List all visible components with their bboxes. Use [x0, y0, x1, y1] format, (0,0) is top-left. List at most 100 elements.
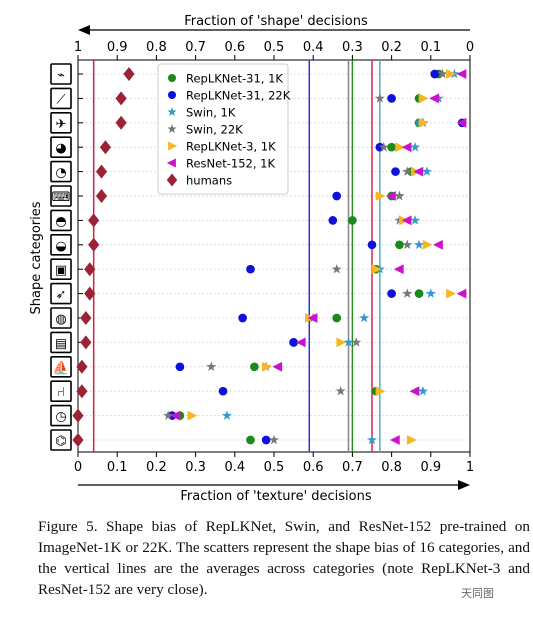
replknet-31-1k-point — [387, 142, 396, 152]
cat-icon-glyph: ◓ — [55, 214, 66, 229]
humans-point — [80, 311, 92, 325]
swin-22k-point — [378, 141, 389, 152]
replknet-31-22k-point — [218, 386, 228, 396]
swin-1k-point — [417, 385, 428, 396]
elephant-icon-glyph: ◒ — [55, 239, 66, 254]
oven-icon-glyph: ▣ — [55, 263, 67, 278]
chair-icon-glyph: ⑁ — [57, 385, 65, 400]
humans-point — [88, 213, 100, 228]
humans-point — [123, 67, 135, 81]
truck-icon: ▤ — [50, 331, 72, 354]
keyboard-icon: ⌨ — [50, 185, 72, 207]
humans-point — [115, 91, 127, 106]
resnet-152-1k-point — [413, 166, 424, 177]
top-axis-arrow-head — [78, 25, 90, 35]
replknet-3-1k-point — [418, 93, 429, 104]
replknet-31-22k-point — [246, 264, 255, 274]
bear-icon-frame — [50, 136, 72, 158]
bottom-tick-label: 1 — [466, 460, 474, 475]
resnet-152-1k-point — [401, 142, 412, 153]
keyboard-icon-frame — [50, 185, 72, 207]
replknet-3-1k-point — [187, 410, 198, 421]
top-tick-label: 0.2 — [381, 40, 402, 55]
replknet-3-1k-point — [446, 69, 456, 79]
humans-point — [76, 359, 88, 374]
airplane-icon-glyph: ✈ — [56, 117, 67, 132]
swin-1k-point — [221, 410, 232, 420]
resnet-152-1k-point — [389, 435, 400, 445]
replknet-31-1k-point — [250, 362, 259, 372]
swin-22k-point — [269, 434, 279, 445]
y-axis-title: Shape categories — [29, 201, 44, 314]
bicycle-icon-glyph: ⌬ — [55, 434, 66, 449]
replknet-31-22k-point — [261, 435, 271, 445]
bicycle-icon-frame — [50, 429, 72, 451]
resnet-152-1k-point — [272, 361, 283, 372]
top-tick-label: 0.4 — [303, 40, 324, 55]
humans-point — [84, 262, 96, 277]
replknet-31-22k-point — [175, 362, 185, 372]
resnet-152-1k-point — [409, 386, 420, 397]
top-tick-label: 0.7 — [185, 40, 206, 55]
swin-22k-point — [351, 337, 362, 347]
legend-label: ResNet-152, 1K — [186, 157, 275, 171]
top-tick-label: 0.5 — [264, 40, 285, 55]
bottom-tick-label: 0.9 — [420, 460, 441, 475]
cat-icon: ◓ — [50, 209, 72, 232]
keyboard-icon-glyph: ⌨ — [52, 190, 71, 205]
bottom-tick-label: 0.2 — [146, 460, 167, 475]
legend-marker — [167, 90, 177, 100]
top-axis-title: Fraction of 'shape' decisions — [184, 14, 368, 29]
replknet-31-1k-point — [246, 435, 255, 445]
replknet-3-1k-point — [375, 191, 386, 201]
watermark: 天同图 — [458, 584, 497, 602]
replknet-31-22k-point — [430, 69, 440, 79]
humans-point — [99, 140, 112, 155]
dog-icon: ◔ — [50, 160, 72, 183]
legend-marker — [167, 124, 177, 133]
swin-22k-point — [206, 361, 217, 372]
top-tick-label: 0.8 — [146, 40, 167, 55]
resnet-152-1k-point — [295, 337, 306, 348]
figure-caption: Figure 5. Shape bias of RepLKNet, Swin, … — [38, 518, 530, 598]
replknet-31-22k-point — [391, 167, 400, 176]
legend-label: RepLKNet-31, 22K — [186, 89, 291, 103]
boat-icon: ⛵ — [50, 355, 72, 378]
swin-1k-point — [421, 166, 432, 176]
swin-1k-point — [359, 312, 370, 323]
car-icon-glyph: ◍ — [55, 312, 66, 327]
swin-1k-point — [414, 239, 425, 250]
chair-icon: ⑁ — [50, 380, 72, 403]
clock-icon-glyph: ◷ — [55, 410, 66, 425]
humans-point — [95, 189, 108, 203]
knife-icon-frame — [50, 63, 72, 85]
swin-22k-point — [402, 239, 413, 250]
bottom-tick-label: 0.3 — [185, 460, 206, 475]
top-tick-label: 1 — [74, 40, 82, 55]
top-tick-label: 0.3 — [342, 40, 363, 55]
replknet-3-1k-point — [422, 239, 433, 250]
bicycle-icon: ⌬ — [50, 429, 72, 451]
resnet-152-1k-point — [170, 410, 181, 421]
truck-icon-glyph: ▤ — [55, 336, 67, 351]
humans-point — [84, 286, 96, 301]
replknet-31-22k-point — [328, 216, 338, 225]
bottle-icon-frame — [50, 87, 72, 110]
replknet-3-1k-point — [446, 288, 456, 299]
resnet-152-1k-point — [386, 191, 396, 201]
elephant-icon: ◒ — [50, 234, 72, 256]
legend-label: Swin, 1K — [186, 106, 236, 120]
bear-icon-glyph: ◕ — [55, 141, 66, 156]
replknet-3-1k-point — [371, 264, 382, 275]
bottom-tick-label: 0.1 — [107, 460, 128, 475]
resnet-152-1k-point — [307, 313, 318, 323]
humans-point — [76, 384, 88, 399]
resnet-152-1k-point — [456, 117, 467, 128]
bottom-tick-label: 0 — [74, 460, 82, 475]
legend-marker — [167, 107, 177, 116]
chair-icon-frame — [50, 380, 72, 403]
bird-icon-glyph: ➶ — [56, 288, 67, 303]
dog-icon-frame — [50, 160, 72, 183]
humans-point — [72, 408, 84, 423]
legend-marker — [168, 141, 178, 151]
